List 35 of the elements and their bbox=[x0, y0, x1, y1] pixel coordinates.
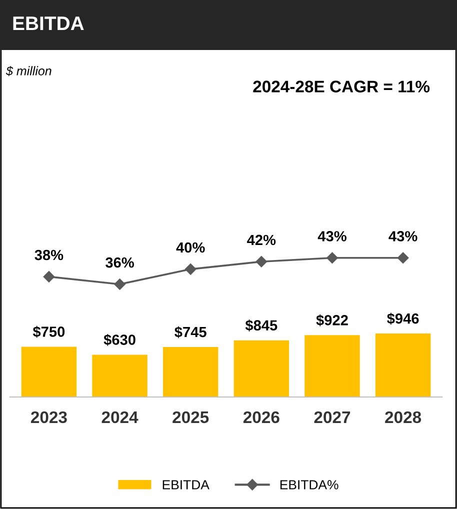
data-label: $845 bbox=[245, 320, 278, 332]
x-tick-label: 2025 bbox=[172, 411, 209, 424]
data-label: $750 bbox=[32, 326, 65, 338]
bar bbox=[21, 346, 77, 397]
point bbox=[397, 252, 409, 264]
data-label: $946 bbox=[387, 312, 419, 325]
bar bbox=[162, 347, 218, 397]
x-tick-label: 2027 bbox=[314, 411, 350, 424]
data-label: $922 bbox=[316, 314, 348, 326]
data-label: 43% bbox=[388, 231, 418, 242]
point bbox=[256, 256, 268, 268]
data-label: $630 bbox=[104, 334, 136, 346]
bar bbox=[92, 354, 148, 397]
data-label: 40% bbox=[176, 242, 205, 253]
x-tick-label: 2024 bbox=[102, 411, 138, 424]
point bbox=[114, 278, 126, 290]
data-label: 38% bbox=[34, 250, 64, 260]
bar bbox=[304, 335, 360, 397]
text: $ million bbox=[6, 66, 52, 76]
legend-label: EBITDA% bbox=[280, 480, 338, 490]
point bbox=[43, 271, 55, 282]
text: 2024-28E CAGR = 11% bbox=[253, 80, 430, 92]
x-tick-label: 2026 bbox=[243, 411, 280, 424]
x-tick-label: 2028 bbox=[385, 411, 422, 424]
data-label: 43% bbox=[318, 231, 346, 242]
legend-label: EBITDA bbox=[162, 480, 210, 490]
bar bbox=[234, 340, 290, 397]
data-label: $745 bbox=[174, 326, 206, 338]
point bbox=[326, 252, 338, 264]
data-label: 36% bbox=[106, 257, 134, 268]
data-label: 42% bbox=[247, 234, 276, 246]
point bbox=[184, 264, 196, 275]
x-tick-label: 2023 bbox=[30, 411, 67, 424]
chart-title: EBITDA bbox=[13, 16, 84, 30]
bar bbox=[375, 334, 431, 397]
